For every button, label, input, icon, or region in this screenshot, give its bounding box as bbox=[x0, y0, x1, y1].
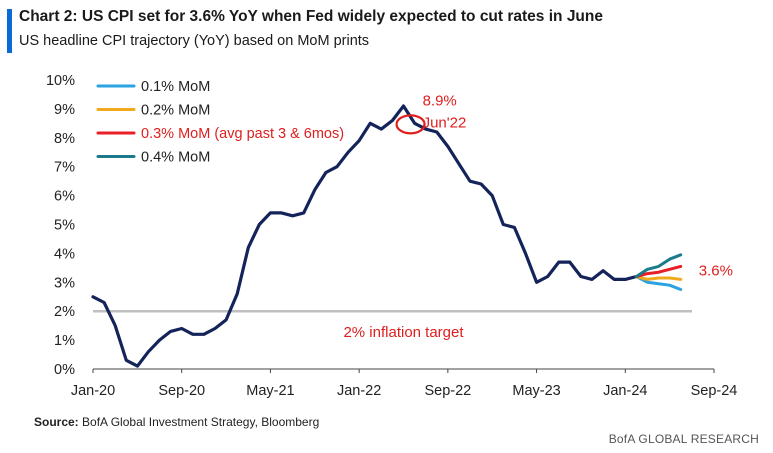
y-tick-label: 1% bbox=[54, 333, 75, 349]
projection-line-0-2-mom bbox=[634, 275, 683, 281]
x-tick-label: Sep-22 bbox=[424, 383, 471, 399]
source-note: Source: BofA Global Investment Strategy,… bbox=[34, 415, 319, 429]
projection-line-0-1-mom bbox=[634, 275, 683, 291]
x-tick-label: Sep-20 bbox=[158, 383, 205, 399]
y-tick-label: 7% bbox=[54, 160, 75, 176]
end-value-label: 3.6% bbox=[699, 263, 733, 280]
y-tick-label: 5% bbox=[54, 218, 75, 234]
y-tick-label: 2% bbox=[54, 304, 75, 320]
projection-line-0-3-mom bbox=[634, 264, 683, 278]
main-series-line bbox=[91, 104, 638, 368]
legend-label: 0.4% MoM bbox=[141, 150, 210, 166]
x-tick-label: May-23 bbox=[512, 383, 560, 399]
x-tick-label: Sep-24 bbox=[691, 383, 738, 399]
y-tick-label: 8% bbox=[54, 131, 75, 147]
x-tick-label: Jan-24 bbox=[603, 383, 647, 399]
y-tick-label: 6% bbox=[54, 189, 75, 205]
legend-label: 0.3% MoM (avg past 3 & 6mos) bbox=[141, 126, 344, 142]
chart-title: Chart 2: US CPI set for 3.6% YoY when Fe… bbox=[19, 8, 603, 25]
chart-subtitle: US headline CPI trajectory (YoY) based o… bbox=[19, 33, 370, 49]
x-tick-label: Jan-22 bbox=[337, 383, 381, 399]
y-tick-label: 4% bbox=[54, 246, 75, 262]
y-tick-label: 9% bbox=[54, 102, 75, 118]
y-tick-label: 0% bbox=[54, 362, 75, 378]
peak-value-label: 8.9% bbox=[423, 92, 457, 109]
legend-label: 0.2% MoM bbox=[141, 103, 210, 119]
peak-marker bbox=[395, 114, 426, 135]
title-accent-bar bbox=[7, 9, 12, 53]
legend-label: 0.1% MoM bbox=[141, 79, 210, 95]
projection-line-0-4-mom bbox=[634, 253, 683, 278]
y-tick-label: 3% bbox=[54, 275, 75, 291]
source-text: BofA Global Investment Strategy, Bloombe… bbox=[82, 415, 320, 429]
target-label: 2% inflation target bbox=[343, 324, 464, 341]
peak-date-label: Jun'22 bbox=[423, 114, 467, 131]
source-label: Source: bbox=[34, 415, 79, 429]
y-tick-label: 10% bbox=[46, 73, 75, 89]
x-tick-label: Jan-20 bbox=[71, 383, 115, 399]
brand-label: BofA GLOBAL RESEARCH bbox=[608, 432, 759, 446]
x-tick-label: May-21 bbox=[246, 383, 294, 399]
